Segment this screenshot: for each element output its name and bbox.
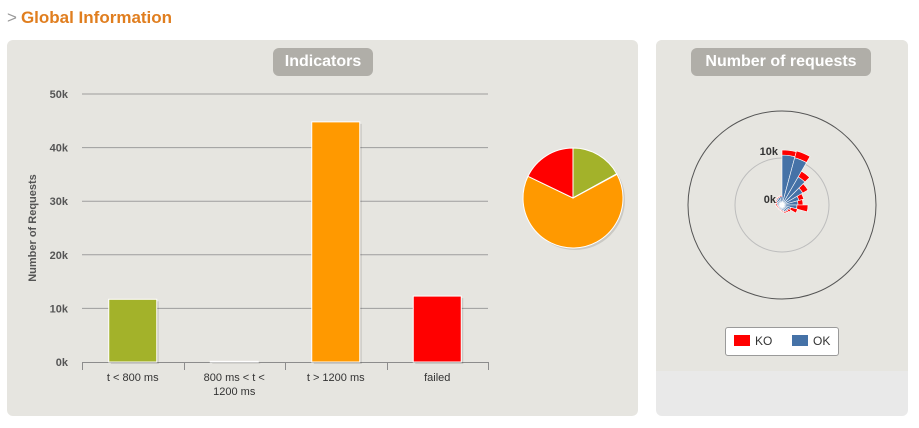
page-title: Global Information (20, 8, 173, 27)
legend-label-ok: OK (813, 334, 831, 348)
y-tick-label: 30k (50, 196, 69, 208)
y-tick-label: 10k (50, 303, 69, 315)
legend-item-ok[interactable]: OK (792, 334, 830, 348)
polar-ko-segment (796, 204, 809, 213)
requests-legend: KO OK (725, 327, 839, 356)
legend-swatch-ko (734, 335, 750, 346)
polar-ko-segment (797, 170, 811, 183)
pie-slice-3 (522, 173, 624, 249)
y-tick-label: 0k (56, 357, 69, 369)
page-header: > Global Information (7, 8, 172, 28)
bar-2 (209, 360, 259, 363)
indicators-title: Indicators (273, 48, 373, 76)
legend-swatch-ok (792, 335, 808, 346)
x-tick-label: t < 800 ms (107, 372, 159, 384)
requests-title: Number of requests (691, 48, 871, 76)
polar-ko-segment (797, 199, 804, 206)
polar-ko-segment (789, 206, 798, 214)
polar-ko-segment (794, 150, 811, 163)
polar-tick-label: 0k (764, 194, 777, 206)
polar-ko-segment (796, 193, 805, 201)
bar-4 (412, 295, 462, 363)
bar-shadow (212, 363, 261, 364)
pie-slice-1 (572, 147, 618, 199)
header-arrow-icon: > (7, 8, 17, 27)
legend-label-ko: KO (755, 334, 773, 348)
polar-ko-segment (779, 195, 783, 198)
legend-item-ko[interactable]: KO (734, 334, 772, 348)
y-tick-label: 50k (50, 89, 69, 101)
y-axis-label: Number of Requests (27, 174, 39, 282)
bar-3 (311, 121, 361, 363)
bar-1 (108, 298, 158, 363)
polar-ko-segment (781, 210, 785, 213)
polar-ko-segment (798, 183, 809, 194)
pie-slice-4 (527, 147, 574, 199)
x-tick-label: t > 1200 ms (307, 372, 365, 384)
y-tick-label: 20k (50, 250, 69, 262)
x-tick-label: failed (424, 372, 450, 384)
x-tick-label: 1200 ms (213, 386, 256, 398)
polar-ko-segment (786, 208, 792, 213)
polar-ko-segment (783, 210, 787, 214)
polar-outer-ring (687, 110, 877, 300)
x-tick-label: 800 ms < t < (204, 372, 265, 384)
polar-tick-label: 10k (760, 146, 779, 158)
requests-panel (656, 40, 908, 416)
y-tick-label: 40k (50, 143, 69, 155)
